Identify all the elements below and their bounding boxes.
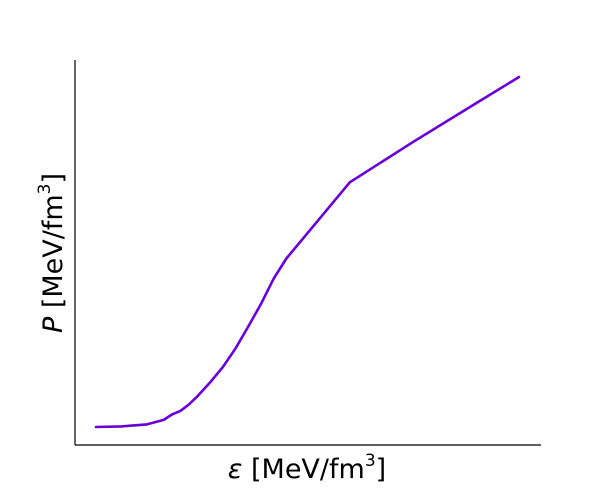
series-layer [94, 75, 521, 429]
y-axis-unit-exponent: 3 [35, 184, 55, 195]
series-line-1 [94, 75, 521, 429]
y-axis-symbol: P [38, 316, 69, 333]
x-axis-symbol: ε [228, 454, 243, 485]
y-axis-close-bracket: ] [38, 173, 69, 184]
y-axis-label: P [MeV/fm3] [35, 173, 69, 333]
x-axis-unit-exponent: 3 [365, 451, 376, 471]
y-axis-unit: [MeV/fm [38, 194, 69, 316]
x-axis-unit: [MeV/fm [242, 454, 364, 485]
x-axis-close-bracket: ] [376, 454, 387, 485]
x-axis-label: ε [MeV/fm3] [228, 451, 386, 485]
